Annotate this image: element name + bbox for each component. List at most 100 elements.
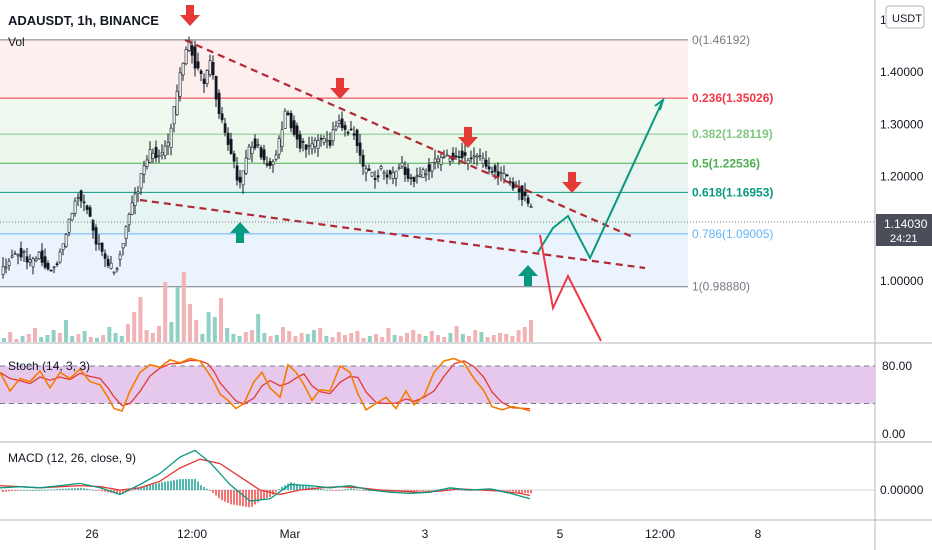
macd-histogram-bar bbox=[227, 490, 229, 503]
stochastic-pane[interactable]: Stoch (14, 3, 3) 80.00 0.00 bbox=[0, 357, 912, 442]
volume-bar bbox=[436, 335, 440, 342]
volume-bar bbox=[26, 334, 31, 342]
macd-pane[interactable]: MACD (12, 26, close, 9) 0.00000 bbox=[0, 449, 924, 508]
candle-body bbox=[145, 159, 149, 167]
macd-histogram-bar bbox=[176, 479, 178, 490]
macd-histogram-bar bbox=[341, 489, 343, 491]
volume-bar bbox=[231, 334, 236, 342]
candle-body bbox=[52, 266, 56, 269]
candle-body bbox=[352, 133, 356, 136]
down-arrow-icon[interactable] bbox=[458, 127, 478, 148]
time-tick-label: 12:00 bbox=[645, 527, 675, 541]
macd-histogram-bar bbox=[434, 489, 436, 491]
macd-histogram-bar bbox=[278, 489, 280, 490]
macd-histogram-bar bbox=[167, 481, 169, 490]
volume-bar bbox=[460, 334, 465, 342]
volume-bar bbox=[225, 328, 230, 342]
candle-body bbox=[70, 213, 74, 221]
macd-histogram-bar bbox=[515, 490, 517, 492]
candle-body bbox=[313, 139, 317, 147]
candle-body bbox=[169, 127, 173, 148]
up-arrow-icon[interactable] bbox=[518, 265, 538, 286]
candle-body bbox=[250, 146, 254, 154]
macd-histogram-bar bbox=[290, 482, 292, 490]
macd-histogram-bar bbox=[104, 490, 106, 492]
macd-histogram-bar bbox=[23, 490, 25, 491]
currency-button[interactable]: USDT bbox=[885, 5, 925, 29]
macd-histogram-bar bbox=[152, 484, 154, 490]
volume-bar bbox=[188, 304, 192, 342]
candle-body bbox=[430, 162, 434, 172]
volume-bar bbox=[126, 324, 130, 342]
candle-body bbox=[178, 72, 182, 97]
macd-histogram-bar bbox=[62, 488, 64, 490]
candle-body bbox=[61, 243, 65, 251]
volume-bar bbox=[200, 334, 205, 342]
bearish-projection-line[interactable] bbox=[539, 234, 602, 342]
time-tick-label: 12:00 bbox=[177, 527, 207, 541]
candle-body bbox=[433, 158, 437, 163]
macd-histogram-bar bbox=[8, 490, 10, 492]
macd-histogram-bar bbox=[239, 490, 241, 506]
macd-histogram-bar bbox=[500, 490, 502, 491]
macd-histogram-bar bbox=[107, 490, 109, 493]
macd-histogram-bar bbox=[197, 481, 199, 490]
candle-body bbox=[55, 263, 59, 265]
fibonacci-retracement[interactable]: 0(1.46192) 0.236(1.35026) 0.382(1.28119) 0.… bbox=[0, 33, 773, 294]
macd-histogram-bar bbox=[236, 490, 238, 506]
volume-bar bbox=[411, 330, 416, 342]
candle-body bbox=[79, 190, 83, 202]
candle-body bbox=[235, 165, 239, 181]
candle-body bbox=[274, 154, 278, 160]
candle-body bbox=[400, 162, 404, 167]
volume-bar bbox=[281, 327, 285, 342]
candle-body bbox=[469, 157, 473, 160]
macd-histogram-bar bbox=[326, 489, 328, 491]
macd-histogram-bar bbox=[335, 490, 337, 491]
volume-bar bbox=[113, 333, 118, 342]
down-arrow-icon[interactable] bbox=[330, 78, 350, 99]
candle-body bbox=[112, 271, 116, 274]
macd-histogram-bar bbox=[506, 490, 508, 491]
time-tick-label: 5 bbox=[557, 527, 564, 541]
volume-bar bbox=[343, 335, 347, 342]
candle-body bbox=[115, 268, 119, 271]
macd-histogram-bar bbox=[113, 490, 115, 494]
bullish-projection-line[interactable] bbox=[537, 99, 664, 261]
macd-histogram-bar bbox=[497, 489, 499, 491]
macd-histogram-bar bbox=[353, 488, 355, 490]
candle-body bbox=[286, 112, 290, 115]
candle-body bbox=[28, 259, 32, 263]
candle-body bbox=[349, 128, 353, 131]
volume-bar bbox=[14, 339, 19, 342]
volume-bar bbox=[485, 337, 490, 342]
volume-bar bbox=[39, 337, 44, 342]
candle-body bbox=[502, 173, 506, 180]
fib-level-label: 0.382(1.28119) bbox=[692, 127, 773, 141]
candle-body bbox=[109, 262, 113, 269]
candle-body bbox=[304, 144, 308, 150]
up-arrow-icon[interactable] bbox=[230, 222, 250, 243]
time-axis[interactable]: 26 12:00 Mar 3 5 12:00 8 bbox=[85, 527, 761, 541]
volume-bar bbox=[355, 331, 360, 342]
candle-body bbox=[364, 168, 368, 174]
support-trendline[interactable] bbox=[139, 198, 646, 270]
macd-histogram-bar bbox=[233, 490, 235, 505]
resistance-trendline[interactable] bbox=[184, 38, 636, 240]
macd-histogram-bar bbox=[332, 490, 334, 491]
volume-bar bbox=[132, 312, 137, 342]
fib-level-label: 0.786(1.09005) bbox=[692, 227, 773, 241]
volume-bar bbox=[361, 338, 366, 342]
candle-body bbox=[412, 176, 416, 182]
macd-histogram-bar bbox=[65, 488, 67, 490]
down-arrow-icon[interactable] bbox=[180, 5, 200, 26]
candle-body bbox=[262, 149, 266, 161]
macd-histogram-bar bbox=[251, 490, 253, 507]
macd-histogram-bar bbox=[419, 490, 421, 491]
down-arrow-icon[interactable] bbox=[562, 172, 582, 193]
candle-body bbox=[427, 164, 431, 172]
volume-bar bbox=[498, 333, 502, 342]
volume-bar bbox=[529, 320, 533, 342]
candle-body bbox=[259, 147, 263, 158]
